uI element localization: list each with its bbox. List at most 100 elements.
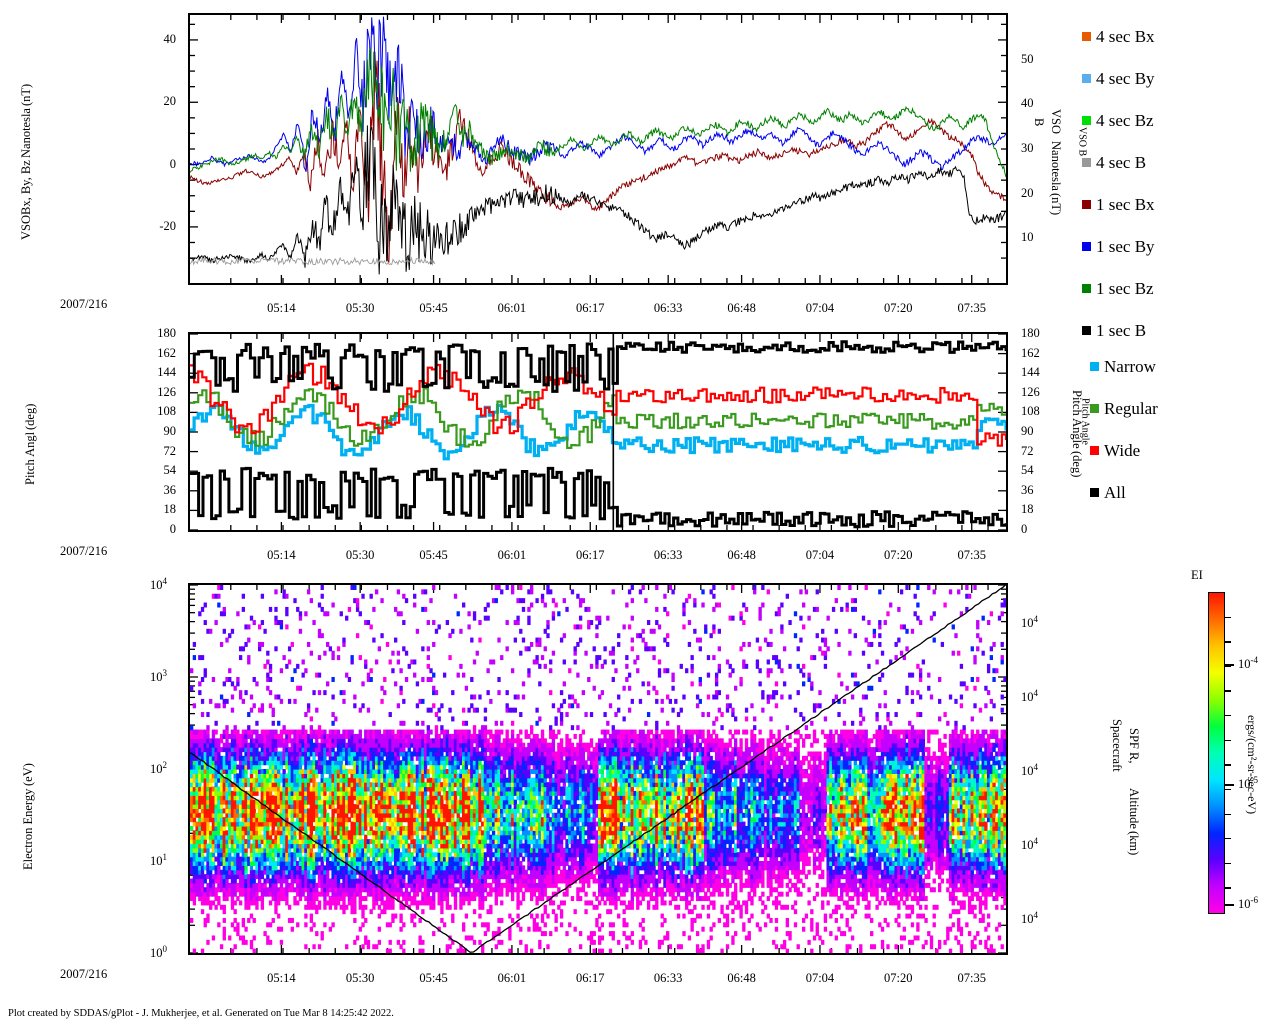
- legend-item-1-sec-bz[interactable]: 1 sec Bz: [1082, 280, 1154, 297]
- panel2-y-tick-label-right: 162: [1021, 345, 1040, 360]
- panel3-ylabel-right: SPF R, Spacecraft Altitude (km): [1108, 705, 1164, 855]
- panel1-y-tick-label-right: 40: [1021, 96, 1034, 111]
- panel3-y-tick-label-right: 104: [1021, 836, 1038, 853]
- colorbar-tick-mark: [1225, 784, 1234, 786]
- x-tick-label: 06:48: [727, 548, 756, 562]
- legend-item-4-sec-bz[interactable]: 4 sec Bz: [1082, 112, 1154, 129]
- x-tick-label: 05:30: [345, 548, 375, 562]
- panel1-ylabel-left-line1: VSOBx, By, Bz: [19, 160, 33, 240]
- panel2-y-tick-label: 0: [169, 522, 176, 536]
- x-tick-label: 06:01: [497, 548, 527, 562]
- legend-item-wide[interactable]: Wide: [1090, 442, 1140, 459]
- colorbar-minor-tick: [1225, 788, 1231, 791]
- legend-item-label: All: [1104, 483, 1126, 502]
- panel1-y-tick-label-right: 50: [1021, 51, 1034, 66]
- pitch-angle-panel: [188, 332, 1008, 532]
- x-tick-label: 07:20: [884, 548, 913, 562]
- x-tick-label: 07:35: [957, 548, 986, 562]
- panel2-y-tick-label: 162: [157, 345, 176, 360]
- x-tick-label: 06:33: [653, 548, 683, 562]
- legend-item-4-sec-bx[interactable]: 4 sec Bx: [1082, 28, 1155, 45]
- panel3-y-tick-label-right: 104: [1021, 614, 1038, 631]
- legend-group-label-pitch: Pitch Angle: [1078, 385, 1094, 457]
- legend-item-1-sec-bx[interactable]: 1 sec Bx: [1082, 196, 1155, 213]
- x-tick-label: 07:04: [805, 548, 835, 562]
- panel2-y-tick-label-right: 90: [1021, 424, 1034, 438]
- panel1-y-tick-label: 20: [163, 94, 177, 109]
- panel1-y-tick-label: -20: [159, 218, 176, 233]
- panel2-y-tick-label-right: 72: [1021, 443, 1034, 458]
- panel1-ylabel-right: VSO B Nanotesla (nT): [1030, 105, 1082, 215]
- legend-swatch-icon: [1082, 158, 1091, 167]
- legend-group1-text: VSO B: [1076, 127, 1088, 157]
- legend: 4 sec Bx 4 sec By 4 sec Bz 4 sec B 1 sec Bx 1…: [1082, 14, 1272, 514]
- legend-swatch-icon: [1090, 488, 1099, 497]
- x-tick-label: 06:17: [575, 301, 605, 315]
- panel2-y-tick-label-right: 0: [1021, 522, 1028, 536]
- legend-item-1-sec-b[interactable]: 1 sec B: [1082, 322, 1146, 339]
- legend-item-1-sec-by[interactable]: 1 sec By: [1082, 238, 1155, 255]
- panel3-y-tick-label-right: 104: [1021, 688, 1038, 705]
- panel1-y-tick-label-right: 20: [1021, 185, 1034, 200]
- legend-item-label: 4 sec Bx: [1096, 27, 1155, 46]
- x-tick-label: 05:45: [419, 971, 448, 985]
- x-tick-label: 07:35: [957, 971, 986, 985]
- panel1-ylabel-left-line3: (nT): [19, 84, 33, 107]
- panel2-y-tick-label: 126: [157, 384, 176, 399]
- legend-item-4-sec-b[interactable]: 4 sec B: [1082, 154, 1146, 171]
- colorbar-minor-tick: [1225, 616, 1231, 618]
- legend-swatch-icon: [1082, 116, 1091, 125]
- colorbar-minor-tick: [1225, 862, 1231, 865]
- legend-item-regular[interactable]: Regular: [1090, 400, 1158, 417]
- panel1-date-label: 2007/216: [60, 297, 108, 311]
- x-tick-label: 06:01: [497, 301, 527, 315]
- panel2-y-tick-label: 36: [163, 482, 177, 497]
- legend-item-label: 1 sec By: [1096, 237, 1155, 256]
- panel1-y-tick-label: 40: [163, 31, 177, 46]
- panel3-ylabel-right-line2: Altitude: [1126, 787, 1141, 829]
- panel2-date-label: 2007/216: [60, 544, 108, 558]
- colorbar-minor-tick: [1225, 665, 1231, 668]
- legend-item-label: 1 sec Bz: [1096, 279, 1154, 298]
- panel3-ylabel-right-line3: (km): [1126, 830, 1141, 855]
- panel3-y-tick-label-right: 104: [1021, 762, 1038, 779]
- panel3-y-tick-label: 103: [150, 668, 167, 685]
- legend-swatch-icon: [1082, 326, 1091, 335]
- legend-swatch-icon: [1082, 74, 1091, 83]
- legend-item-all[interactable]: All: [1090, 484, 1126, 501]
- panel1-ylabel-right-line2: Nanotesla: [1048, 140, 1063, 191]
- panel2-y-tick-label-right: 18: [1021, 502, 1034, 517]
- colorbar-units: ergs/(cm²-sr-sec-eV): [1244, 690, 1266, 840]
- legend-group-label-vso: VSO B: [1075, 112, 1091, 172]
- panel2-ylabel-right-line2: (deg): [1069, 450, 1084, 478]
- panel2-y-tick-label: 144: [157, 365, 176, 380]
- panel2-y-tick-label: 72: [163, 443, 177, 458]
- panel2-y-tick-label-right: 108: [1021, 404, 1040, 419]
- panel2-y-tick-label: 18: [163, 502, 177, 517]
- x-tick-label: 06:48: [727, 971, 756, 985]
- x-tick-label: 05:45: [419, 548, 448, 562]
- panel3-y-tick-label: 104: [150, 576, 167, 593]
- legend-group2-text: Pitch Angle: [1079, 397, 1091, 445]
- legend-item-label: 4 sec Bz: [1096, 111, 1154, 130]
- legend-item-4-sec-by[interactable]: 4 sec By: [1082, 70, 1155, 87]
- colorbar-minor-tick: [1225, 764, 1231, 766]
- legend-item-narrow[interactable]: Narrow: [1090, 358, 1156, 375]
- panel2-y-tick-label: 108: [157, 404, 176, 419]
- x-tick-label: 07:04: [805, 301, 835, 315]
- panel2-y-tick-label: 90: [163, 424, 177, 438]
- panel2-ylabel-left: Pitch Angl (deg): [22, 385, 72, 485]
- panel3-ylabel-left-line1: Electron Energy: [21, 788, 35, 870]
- panel3-ylabel-left: Electron Energy (eV): [20, 740, 72, 870]
- legend-item-label: Wide: [1104, 441, 1141, 460]
- legend-item-label: 4 sec B: [1096, 153, 1147, 172]
- magnetic-field-plot: [190, 15, 1006, 283]
- panel2-y-tick-label-right: 144: [1021, 365, 1040, 380]
- colorbar-minor-tick: [1225, 813, 1231, 815]
- panel1-ylabel-left-line2: Nanotesla: [19, 108, 33, 159]
- x-tick-label: 05:14: [267, 301, 296, 315]
- colorbar-tick-mark: [1225, 904, 1234, 906]
- x-tick-label: 07:20: [884, 301, 913, 315]
- legend-swatch-icon: [1090, 404, 1099, 413]
- x-tick-label: 05:45: [419, 301, 448, 315]
